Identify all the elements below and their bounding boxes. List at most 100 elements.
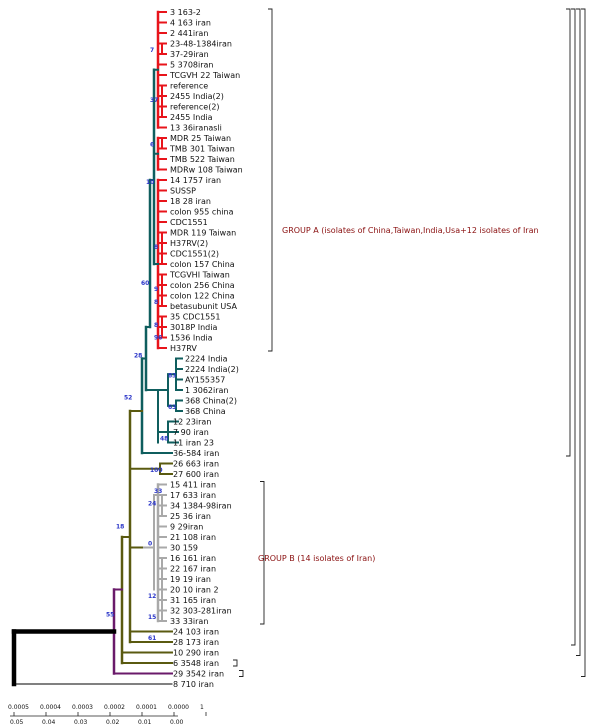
scale-label-bottom: 0.04	[42, 719, 56, 726]
leaf-label: 2224 India(2)	[185, 365, 239, 374]
scale-label-top: 0.0001	[136, 704, 157, 711]
leaf-label: 35 CDC1551	[170, 313, 220, 322]
scale-label-top: 0.0000	[168, 704, 189, 711]
leaf-label: 25 36 iran	[170, 512, 211, 521]
bootstrap-value: 8	[154, 299, 158, 306]
leaf-label: MDR 25 Taiwan	[170, 134, 231, 143]
leaf-label: TCGVHI Taiwan	[169, 271, 230, 280]
outer-bracket-2	[571, 8, 576, 646]
leaf-label: 17 633 iran	[170, 491, 216, 500]
leaf-label: 3018P India	[170, 323, 217, 332]
scale-label-top: 0.0005	[8, 704, 29, 711]
leaf-label: TCGVH 22 Taiwan	[169, 71, 240, 80]
leaf-label: MDR 119 Taiwan	[170, 229, 236, 238]
leaf-label: 3 163-2	[170, 8, 201, 17]
scale-label-top: 1	[200, 704, 204, 711]
bootstrap-value: 8	[154, 244, 158, 251]
leaf-label: 23-48-1384iran	[170, 40, 232, 49]
bootstrap-value: 28	[134, 352, 142, 359]
bootstrap-value: 15	[148, 614, 156, 621]
bootstrap-value: 33	[154, 488, 162, 495]
leaf-label: 37-29iran	[170, 50, 209, 59]
leaf-label: 4 163 iran	[170, 19, 211, 28]
scale-label-top: 0.0003	[72, 704, 93, 711]
outer-bracket-4	[581, 8, 586, 677]
scale-label-bottom: 0.03	[74, 719, 88, 726]
leaf-label: 5 3708iran	[170, 61, 213, 70]
bracket-6-3548	[233, 659, 238, 667]
leaf-label: colon 157 China	[170, 260, 235, 269]
leaf-label: TMB 522 Taiwan	[169, 155, 235, 164]
leaf-label: 8 710 iran	[173, 680, 214, 689]
leaf-label: colon 955 china	[170, 208, 234, 217]
bootstrap-value: 52	[124, 394, 132, 401]
bracket-29-3542	[239, 670, 244, 677]
group-a-bracket	[268, 8, 273, 352]
leaf-label: 30 159	[170, 544, 198, 553]
tree-branches	[11, 10, 183, 687]
group-b-bracket	[260, 481, 265, 625]
leaf-label: 31 165 iran	[170, 596, 216, 605]
leaf-label: colon 122 China	[170, 292, 235, 301]
leaf-label: 24 103 iran	[173, 628, 219, 637]
bootstrap-value: 96	[154, 335, 162, 342]
leaf-label: 16 161 iran	[170, 554, 216, 563]
leaf-label: 2455 India(2)	[170, 92, 224, 101]
leaf-label: 2 441iran	[170, 29, 208, 38]
leaf-label: 2224 India	[185, 355, 228, 364]
leaf-label: 29 3542 iran	[173, 670, 224, 679]
leaf-label: reference(2)	[170, 103, 220, 112]
bootstrap-labels: 7 37 6 10 8 60 9 8 8 96 28 83 52 63 48 100 33 24 18 0 12 15 61…	[106, 47, 176, 642]
leaf-label: SUSSP	[170, 187, 196, 196]
scale-label-top: 0.0004	[40, 704, 61, 711]
scale-label-bottom: 0.02	[106, 719, 120, 726]
leaf-label: 14 1757 iran	[170, 176, 221, 185]
leaf-label: 7 90 iran	[173, 428, 209, 437]
bootstrap-value: 8	[154, 322, 158, 329]
leaf-label: 20 10 iran 2	[170, 586, 219, 595]
leaf-label: 28 173 iran	[173, 638, 219, 647]
bootstrap-value: 63	[168, 404, 176, 411]
leaf-label: 27 600 iran	[173, 470, 219, 479]
leaf-label: 368 China(2)	[185, 397, 237, 406]
leaf-label: MDRw 108 Taiwan	[170, 166, 243, 175]
leaf-label: 1536 India	[170, 334, 213, 343]
leaf-label: colon 256 China	[170, 281, 235, 290]
leaf-label: 21 108 iran	[170, 533, 216, 542]
bootstrap-value: 83	[168, 372, 176, 379]
leaf-label: CDC1551(2)	[170, 250, 219, 259]
leaf-label: betasubunit USA	[170, 302, 237, 311]
bootstrap-value: 48	[160, 435, 168, 442]
leaf-label: H37RV	[170, 344, 197, 353]
scale-label-bottom: 0.00	[170, 719, 184, 726]
leaf-label: AY155357	[185, 376, 225, 385]
leaf-label: 19 19 iran	[170, 575, 211, 584]
scale-bar: 0.0005 0.0004 0.0003 0.0002 0.0001 0.0000 1 0.0…	[8, 704, 207, 726]
outer-bracket-1	[566, 8, 571, 457]
leaf-label: CDC1551	[170, 218, 208, 227]
bootstrap-value: 37	[150, 97, 158, 104]
outer-bracket-3	[576, 8, 581, 656]
bootstrap-value: 61	[148, 635, 156, 642]
leaf-label: 9 29iran	[170, 523, 203, 532]
scale-label-bottom: 0.05	[10, 719, 24, 726]
leaf-label: 33 33iran	[170, 617, 208, 626]
bootstrap-value: 7	[150, 47, 154, 54]
leaf-label: reference	[170, 82, 208, 91]
group-brackets	[233, 8, 586, 677]
bootstrap-value: 60	[141, 280, 149, 287]
bootstrap-value: 12	[148, 593, 156, 600]
leaf-label: 1 3062iran	[185, 386, 228, 395]
leaf-label: 368 China	[185, 407, 226, 416]
leaf-label: 36-584 iran	[173, 449, 219, 458]
bootstrap-value: 100	[150, 467, 163, 474]
leaf-label: 6 3548 iran	[173, 659, 219, 668]
bootstrap-value: 9	[154, 286, 158, 293]
leaf-label: 22 167 iran	[170, 565, 216, 574]
leaf-label: 15 411 iran	[170, 481, 216, 490]
bootstrap-value: 6	[150, 141, 154, 148]
leaf-label: 2455 India	[170, 113, 213, 122]
